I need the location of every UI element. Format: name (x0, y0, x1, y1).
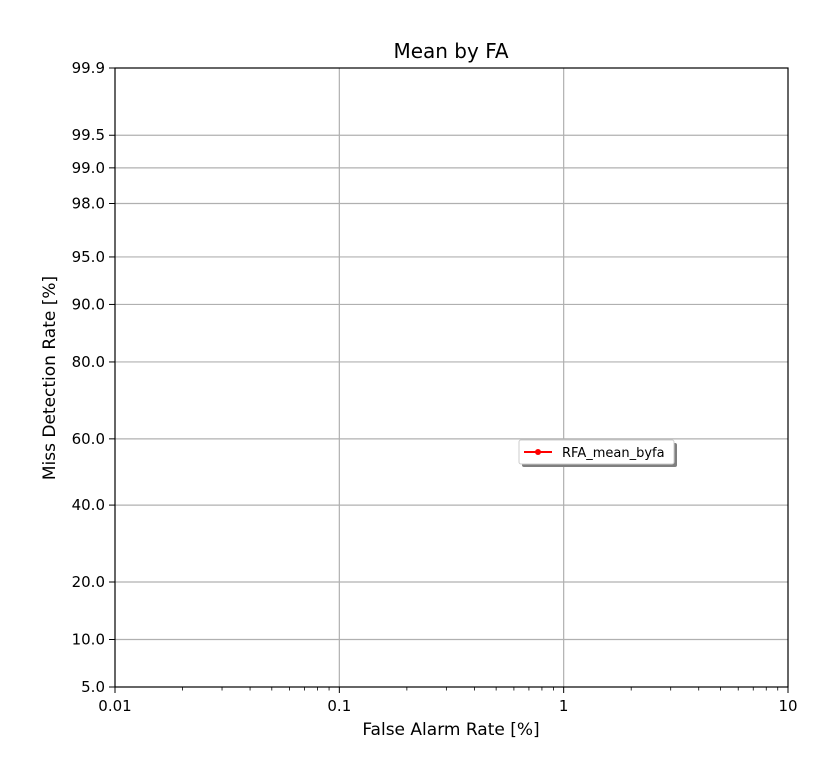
x-tick-label: 10 (778, 697, 797, 715)
grid-lines (115, 68, 788, 687)
y-tick-label: 80.0 (72, 353, 105, 371)
x-tick-label: 0.01 (98, 697, 131, 715)
legend-label: RFA_mean_byfa (562, 446, 665, 461)
y-tick-label: 60.0 (72, 430, 105, 448)
y-tick-label: 10.0 (72, 631, 105, 649)
chart-title: Mean by FA (393, 39, 508, 63)
y-tick-label: 99.9 (72, 59, 105, 77)
legend-marker (535, 449, 541, 455)
y-axis-title: Miss Detection Rate [%] (40, 276, 60, 480)
y-tick-label: 5.0 (81, 678, 105, 696)
y-tick-label: 99.0 (72, 159, 105, 177)
y-tick-label: 90.0 (72, 295, 105, 313)
x-tick-label: 0.1 (327, 697, 351, 715)
x-axis-ticks: 0.01 0.1 1 10 (98, 687, 798, 715)
x-axis-title: False Alarm Rate [%] (362, 720, 539, 740)
legend-box (518, 439, 675, 465)
x-minor-ticks (182, 687, 779, 691)
legend: RFA_mean_byfa (518, 439, 677, 467)
y-tick-label: 95.0 (72, 248, 105, 266)
y-tick-label: 99.5 (72, 126, 105, 144)
y-tick-label: 20.0 (72, 573, 105, 591)
y-axis-ticks: 5.0 10.0 20.0 40.0 60.0 80.0 90.0 95.0 98.0 99.0 9… (72, 59, 115, 696)
y-tick-label: 98.0 (72, 194, 105, 212)
plot-frame (114, 67, 789, 688)
x-tick-label: 1 (559, 697, 569, 715)
y-tick-label: 40.0 (72, 496, 105, 514)
